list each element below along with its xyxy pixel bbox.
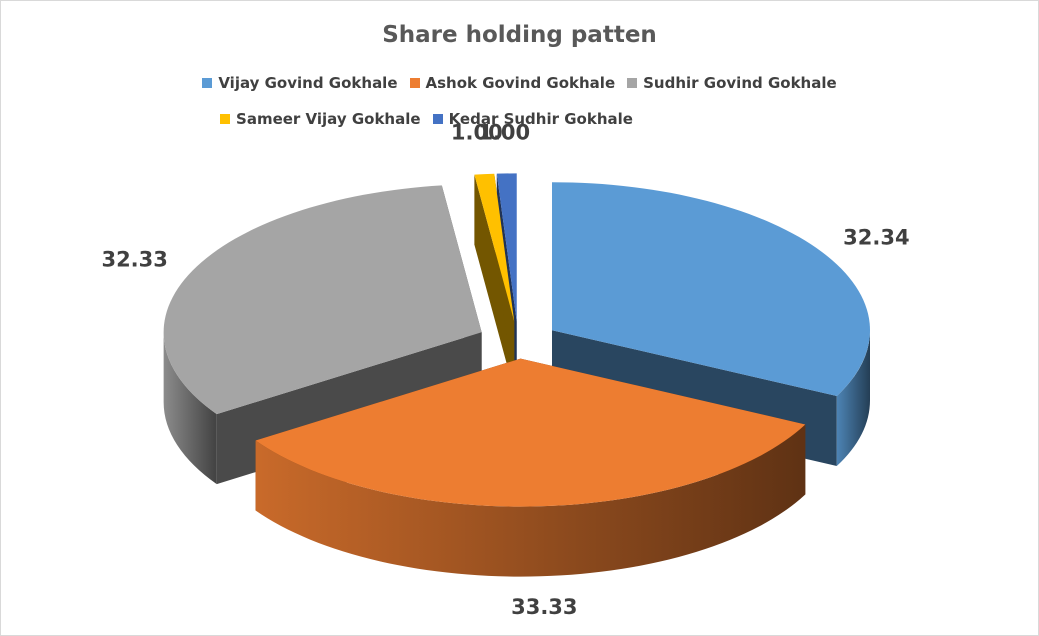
legend-row: Vijay Govind Gokhale Ashok Govind Gokhale…: [0, 74, 1039, 92]
legend-swatch: [409, 78, 420, 88]
pie-slice: [496, 173, 517, 322]
legend-label: Kedar Sudhir Gokhale: [448, 110, 633, 128]
chart-title: Share holding patten: [382, 22, 657, 48]
data-label: 32.33: [101, 247, 167, 271]
pie-slice-edge: [163, 332, 217, 485]
pie-slice: [163, 185, 482, 415]
legend-swatch: [220, 114, 231, 124]
legend-swatch: [627, 78, 638, 88]
legend-item: Sudhir Govind Gokhale: [627, 74, 837, 92]
legend-label: Ashok Govind Gokhale: [425, 74, 616, 92]
legend-label: Sameer Vijay Gokhale: [236, 110, 421, 128]
legend-item: Sameer Vijay Gokhale: [220, 110, 421, 128]
legend-row: Sameer Vijay Gokhale Kedar Sudhir Gokhale: [0, 110, 1039, 128]
data-label: 1.00: [478, 120, 530, 144]
legend-item: Ashok Govind Gokhale: [409, 74, 616, 92]
legend-label: Sudhir Govind Gokhale: [643, 74, 837, 92]
data-label: 32.34: [843, 226, 909, 250]
data-label: 33.33: [511, 595, 577, 619]
legend-label: Vijay Govind Gokhale: [218, 74, 398, 92]
pie-slice: [255, 358, 806, 507]
pie-slice: [474, 173, 515, 322]
legend-item: Vijay Govind Gokhale: [202, 74, 398, 92]
data-label: 1.00: [451, 120, 503, 144]
legend-swatch: [432, 114, 443, 124]
pie-slice-side: [474, 174, 515, 392]
legend-swatch: [202, 78, 213, 88]
legend-item: Kedar Sudhir Gokhale: [432, 110, 633, 128]
pie-slice: [552, 182, 871, 397]
pie-slice-edge: [255, 424, 806, 577]
pie-slice-edge: [836, 330, 871, 467]
